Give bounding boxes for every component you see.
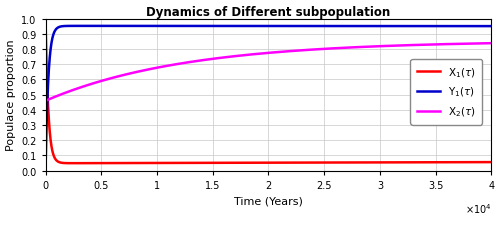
Y-axis label: Populace proportion: Populace proportion [6, 40, 16, 151]
X$_2$($\tau$) [42, 100, 48, 103]
Y$_1$($\tau$) [260, 25, 266, 28]
X$_1$($\tau$) [69, 162, 75, 165]
Line: Y$_1$($\tau$): Y$_1$($\tau$) [46, 27, 492, 171]
X$_1$($\tau$) [260, 162, 266, 164]
X$_1$($\tau$) [130, 162, 136, 165]
X$_2$($\tau$) [488, 43, 494, 45]
Text: $\times10^4$: $\times10^4$ [464, 201, 491, 215]
Y$_1$($\tau$) [42, 169, 48, 172]
Y$_1$($\tau$) [74, 25, 80, 28]
X$_1$($\tau$) [70, 162, 75, 165]
Y$_1$($\tau$) [465, 26, 471, 28]
Y$_1$($\tau$) [69, 25, 75, 28]
X$_2$($\tau$) [130, 72, 136, 75]
Y$_1$($\tau$) [130, 25, 136, 28]
X$_2$($\tau$) [44, 99, 51, 102]
Line: X$_1$($\tau$): X$_1$($\tau$) [46, 20, 492, 163]
X$_2$($\tau$) [69, 90, 75, 92]
X$_2$($\tau$) [61, 92, 67, 95]
X$_1$($\tau$) [61, 162, 67, 165]
X$_1$($\tau$) [44, 92, 51, 95]
Y$_1$($\tau$) [61, 26, 67, 28]
X$_2$($\tau$) [260, 53, 266, 55]
X$_2$($\tau$) [464, 43, 470, 46]
X-axis label: Time (Years): Time (Years) [234, 195, 303, 205]
X$_1$($\tau$) [42, 18, 48, 21]
Line: X$_2$($\tau$): X$_2$($\tau$) [46, 44, 492, 101]
X$_1$($\tau$) [488, 161, 494, 164]
Y$_1$($\tau$) [44, 96, 51, 98]
X$_1$($\tau$) [465, 161, 471, 164]
Legend: X$_1$($\tau$), Y$_1$($\tau$), X$_2$($\tau$): X$_1$($\tau$), Y$_1$($\tau$), X$_2$($\ta… [410, 59, 482, 125]
Y$_1$($\tau$) [488, 26, 494, 28]
Title: Dynamics of Different subpopulation: Dynamics of Different subpopulation [146, 6, 390, 18]
